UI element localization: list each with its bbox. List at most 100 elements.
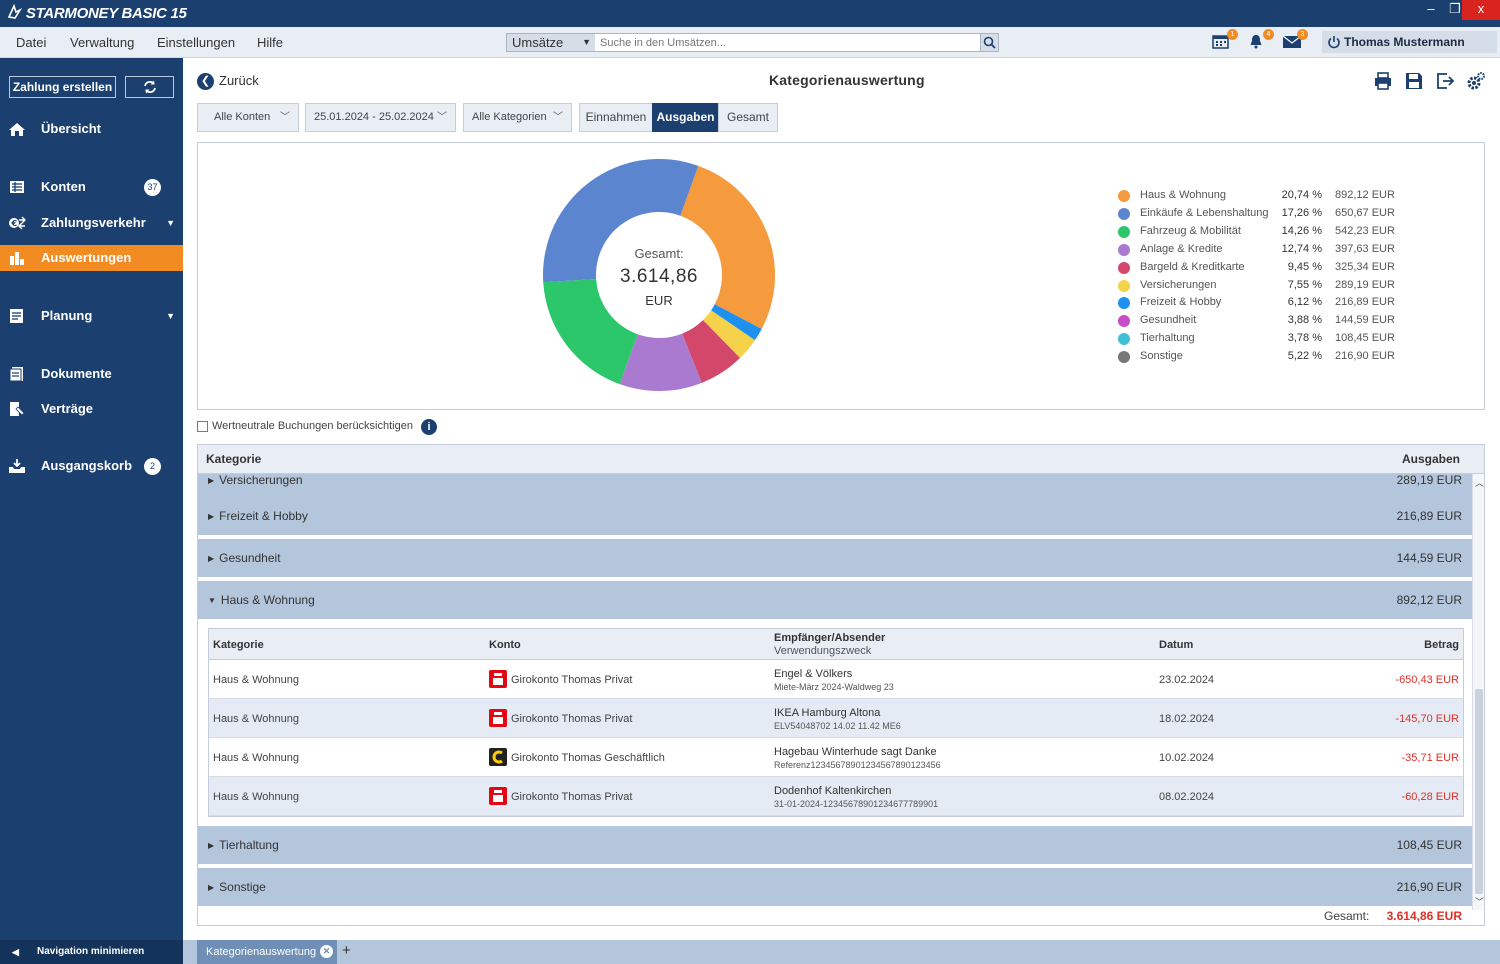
row-amount: -60,28 EUR <box>1401 791 1459 803</box>
group-row-tierhaltung[interactable]: ▶ Tierhaltung 108,45 EUR <box>198 826 1472 864</box>
group-name: Haus & Wohnung <box>220 593 315 607</box>
row-amount: -35,71 EUR <box>1401 752 1459 764</box>
donut-slice[interactable] <box>682 320 740 383</box>
notifications-button[interactable]: 4 <box>1248 29 1274 51</box>
scroll-up-icon[interactable]: ︿ <box>1475 478 1485 488</box>
expand-triangle-icon: ▶ <box>208 512 215 521</box>
table-row[interactable]: Haus & Wohnung Girokonto Thomas Privat Dod… <box>209 777 1463 816</box>
donut-slice[interactable] <box>619 333 702 391</box>
bell-icon <box>1250 35 1262 49</box>
nav-uebersicht[interactable]: Übersicht <box>0 116 183 142</box>
donut-slice[interactable] <box>680 165 775 329</box>
close-button[interactable]: x <box>1462 0 1500 20</box>
restore-button[interactable]: ❐ <box>1449 1 1461 16</box>
sub-col-date[interactable]: Datum <box>1159 639 1194 651</box>
group-row-haus-wohnung[interactable]: ▼ Haus & Wohnung 892,12 EUR <box>198 581 1472 619</box>
settings-button[interactable] <box>1466 71 1486 91</box>
export-button[interactable] <box>1435 71 1455 91</box>
legend-value: 325,34 EUR <box>1335 260 1395 273</box>
user-menu-button[interactable]: Thomas Mustermann <box>1322 31 1497 53</box>
minimize-navigation-button[interactable]: ◀ Navigation minimieren <box>0 940 183 964</box>
menu-datei[interactable]: Datei <box>16 35 47 50</box>
table-row[interactable]: Haus & Wohnung Girokonto Thomas Privat IKE… <box>209 699 1463 738</box>
row-category: Haus & Wohnung <box>213 791 300 803</box>
donut-slice[interactable] <box>702 310 755 359</box>
donut-center-value: 3.614,86 <box>620 266 698 287</box>
sub-col-account[interactable]: Konto <box>489 639 521 651</box>
minimize-button[interactable]: – <box>1427 1 1435 16</box>
commerzbank-logo-icon <box>489 748 507 766</box>
info-icon[interactable]: i <box>421 419 437 435</box>
menu-hilfe[interactable]: Hilfe <box>257 35 284 50</box>
print-button[interactable] <box>1373 71 1393 91</box>
nav-vertraege[interactable]: Verträge <box>0 396 183 422</box>
add-tab-button[interactable]: + <box>342 942 351 959</box>
close-tab-icon[interactable]: ✕ <box>320 945 333 958</box>
back-button[interactable]: ❮ Zurück <box>197 73 259 91</box>
search-scope-select[interactable]: Umsätze ▼ <box>507 34 595 51</box>
sub-col-amount[interactable]: Betrag <box>1424 639 1459 651</box>
sub-col-purpose[interactable]: Verwendungszweck <box>774 645 872 657</box>
save-button[interactable] <box>1404 71 1424 91</box>
segment-gesamt[interactable]: Gesamt <box>718 103 778 132</box>
legend-value: 144,59 EUR <box>1335 314 1395 327</box>
messages-button[interactable]: 3 <box>1282 29 1308 51</box>
search-button[interactable] <box>980 34 998 51</box>
table-scrollbar[interactable]: ︿ ﹀ <box>1472 474 1484 910</box>
sub-col-category[interactable]: Kategorie <box>213 639 264 651</box>
legend-percent: 14,26 % <box>1281 224 1322 237</box>
segment-ausgaben[interactable]: Ausgaben <box>652 103 719 132</box>
minimize-navigation-label: Navigation minimieren <box>37 946 145 957</box>
nav-zahlungsverkehr-label: Zahlungsverkehr <box>41 215 146 230</box>
legend-name: Anlage & Kredite <box>1140 242 1223 255</box>
chevron-left-icon: ◀ <box>12 947 19 957</box>
donut-slice[interactable] <box>543 278 638 385</box>
menu-verwaltung[interactable]: Verwaltung <box>70 35 135 50</box>
row-payee: Dodenhof Kaltenkirchen <box>774 785 892 797</box>
menu-einstellungen[interactable]: Einstellungen <box>157 35 236 50</box>
tab-bar: Kategorienauswertung ✕ + <box>183 940 1500 964</box>
nav-zahlungsverkehr[interactable]: € Zahlungsverkehr ▼ <box>0 210 183 236</box>
tab-kategorienauswertung[interactable]: Kategorienauswertung ✕ <box>197 940 337 964</box>
sparkasse-logo-icon <box>489 787 507 805</box>
legend-percent: 3,78 % <box>1287 332 1322 345</box>
neutral-bookings-checkbox[interactable] <box>197 421 208 432</box>
legend-value: 216,89 EUR <box>1335 296 1395 309</box>
group-row-gesundheit[interactable]: ▶ Gesundheit 144,59 EUR <box>198 539 1472 577</box>
legend-name: Bargeld & Kreditkarte <box>1140 260 1245 273</box>
nav-konten[interactable]: Konten 37 <box>0 174 183 200</box>
col-header-category-label: Kategorie <box>206 452 262 466</box>
scroll-down-icon[interactable]: ﹀ <box>1475 897 1485 907</box>
group-row-sonstige[interactable]: ▶ Sonstige 216,90 EUR <box>198 868 1472 906</box>
subtable-header: Kategorie Konto Empfänger/Absender Verwe… <box>209 629 1463 660</box>
ausgangskorb-count-badge: 2 <box>144 458 161 475</box>
sync-button[interactable] <box>125 76 174 98</box>
group-row-freizeit[interactable]: ▶ Freizeit & Hobby 216,89 EUR <box>198 497 1472 535</box>
accounts-filter-dropdown[interactable]: Alle Konten ﹀ <box>197 103 299 132</box>
scrollbar-thumb[interactable] <box>1475 689 1483 894</box>
sparkasse-logo-icon <box>489 709 507 727</box>
row-date: 10.02.2024 <box>1159 752 1215 764</box>
search-input[interactable] <box>596 34 981 51</box>
categories-filter-dropdown[interactable]: Alle Kategorien ﹀ <box>463 103 572 132</box>
daterange-filter-dropdown[interactable]: 25.01.2024 - 25.02.2024 ﹀ <box>305 103 456 132</box>
user-name: Thomas Mustermann <box>1344 35 1465 49</box>
legend-percent: 6,12 % <box>1287 296 1322 309</box>
legend-swatch <box>1118 190 1130 202</box>
create-payment-button[interactable]: Zahlung erstellen <box>9 76 116 98</box>
nav-planung[interactable]: Planung ▼ <box>0 303 183 329</box>
nav-auswertungen[interactable]: Auswertungen <box>0 245 183 271</box>
expand-triangle-icon: ▶ <box>208 554 215 563</box>
donut-slice[interactable] <box>711 304 762 341</box>
accounts-icon <box>10 181 24 193</box>
contracts-icon <box>10 402 25 416</box>
table-row[interactable]: Haus & Wohnung Girokonto Thomas Privat Eng… <box>209 660 1463 699</box>
nav-ausgangskorb[interactable]: Ausgangskorb 2 <box>0 453 183 479</box>
total-row: Gesamt: 3.614,86 EUR <box>198 907 1484 925</box>
sub-col-payee[interactable]: Empfänger/Absender <box>774 632 886 644</box>
table-row[interactable]: Haus & Wohnung Girokonto Thomas Geschäftl… <box>209 738 1463 777</box>
nav-dokumente[interactable]: Dokumente <box>0 361 183 387</box>
calendar-button[interactable]: 1 <box>1212 29 1238 51</box>
donut-slice[interactable] <box>543 159 699 283</box>
segment-einnahmen[interactable]: Einnahmen <box>579 103 653 132</box>
